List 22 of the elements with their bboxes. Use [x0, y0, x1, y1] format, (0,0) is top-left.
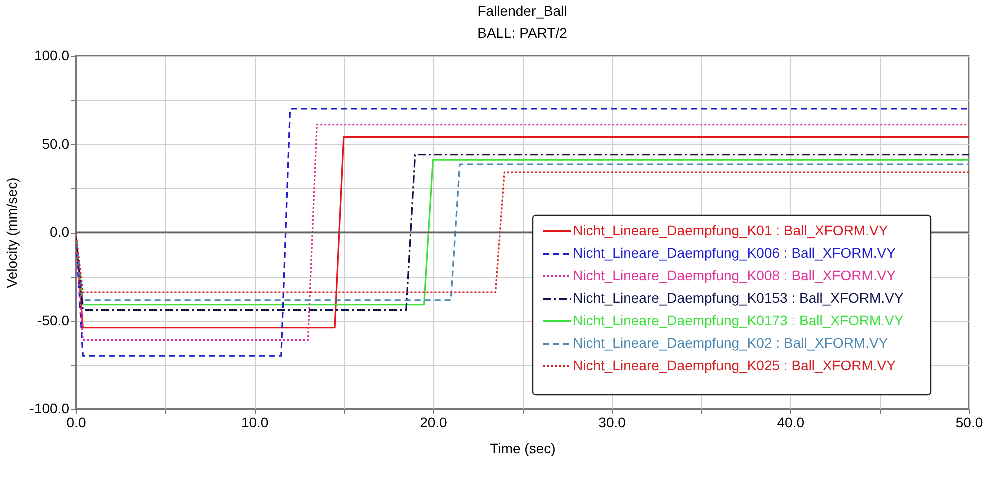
- chart-title: Fallender_Ball: [478, 3, 568, 19]
- x-tick-label: 0.0: [66, 414, 86, 430]
- x-tick-label: 10.0: [241, 414, 269, 430]
- legend-label: Nicht_Lineare_Daempfung_K008 : Ball_XFORM.VY: [573, 268, 897, 284]
- y-tick-label: 100.0: [34, 48, 70, 64]
- y-tick-label: 50.0: [42, 136, 70, 152]
- legend-label: Nicht_Lineare_Daempfung_K025 : Ball_XFORM.VY: [573, 358, 897, 374]
- x-tick-label: 30.0: [598, 414, 626, 430]
- chart-subtitle: BALL: PART/2: [478, 25, 568, 41]
- legend-label: Nicht_Lineare_Daempfung_K02 : Ball_XFORM.VY: [573, 335, 889, 351]
- y-tick-label: -50.0: [38, 312, 70, 328]
- x-axis-title: Time (sec): [490, 440, 556, 456]
- legend-label: Nicht_Lineare_Daempfung_K006 : Ball_XFORM.VY: [573, 245, 897, 261]
- legend-label: Nicht_Lineare_Daempfung_K01 : Ball_XFORM.VY: [573, 222, 889, 238]
- y-axis-title: Velocity (mm/sec): [4, 178, 20, 288]
- x-tick-label: 50.0: [956, 414, 984, 430]
- x-tick-label: 40.0: [777, 414, 805, 430]
- legend-label: Nicht_Lineare_Daempfung_K0153 : Ball_XFORM.VY: [573, 290, 904, 306]
- legend-label: Nicht_Lineare_Daempfung_K0173 : Ball_XFORM.VY: [573, 312, 904, 328]
- y-tick-label: -100.0: [30, 400, 70, 416]
- y-tick-label: 0.0: [50, 224, 70, 240]
- x-tick-label: 20.0: [420, 414, 448, 430]
